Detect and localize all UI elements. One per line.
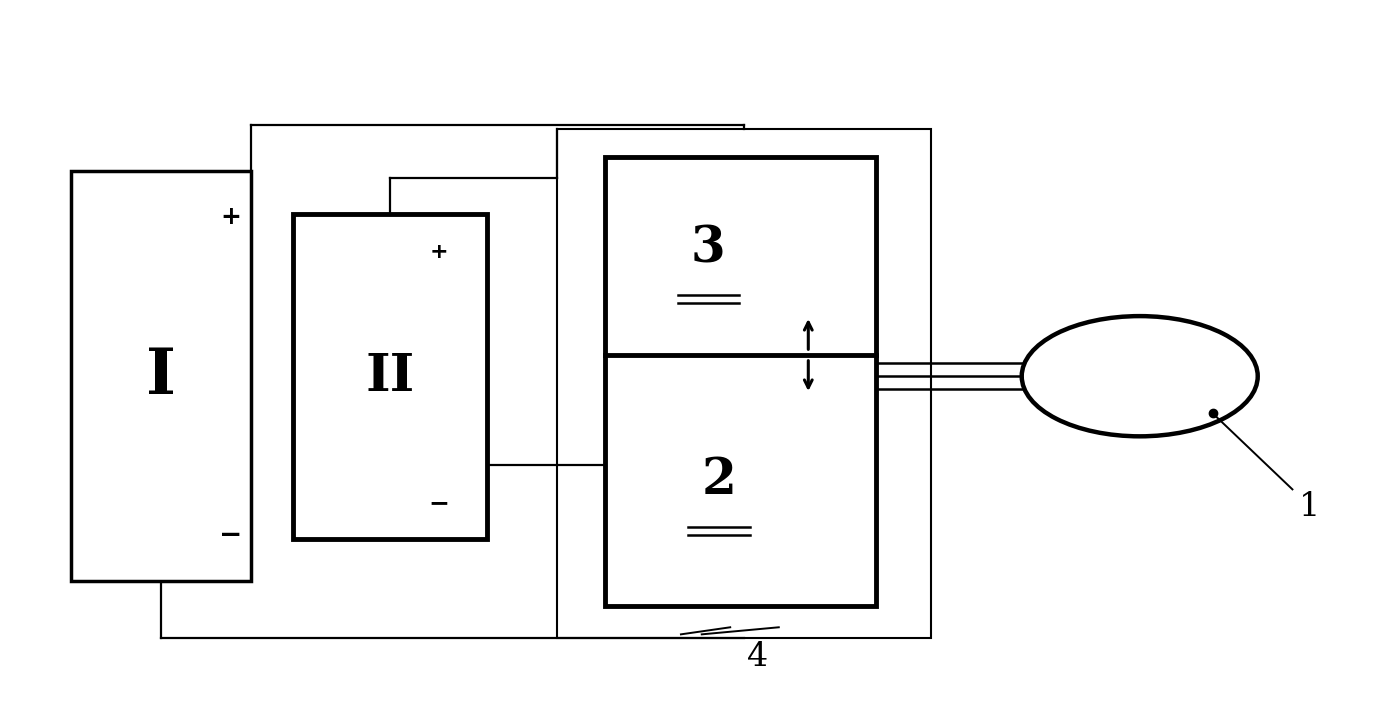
Text: +: +: [430, 242, 448, 263]
Text: 3: 3: [691, 224, 726, 273]
Bar: [556, 129, 932, 638]
Bar: [294, 214, 487, 539]
Bar: [605, 157, 876, 606]
Text: 4: 4: [747, 641, 769, 673]
Text: −: −: [428, 491, 449, 515]
Text: I: I: [146, 346, 177, 407]
Text: −: −: [218, 521, 242, 550]
Text: 2: 2: [701, 456, 736, 505]
Text: 1: 1: [1299, 491, 1320, 523]
Circle shape: [1022, 316, 1257, 437]
Text: +: +: [220, 205, 241, 229]
Text: II: II: [366, 351, 415, 402]
Bar: [71, 171, 252, 581]
